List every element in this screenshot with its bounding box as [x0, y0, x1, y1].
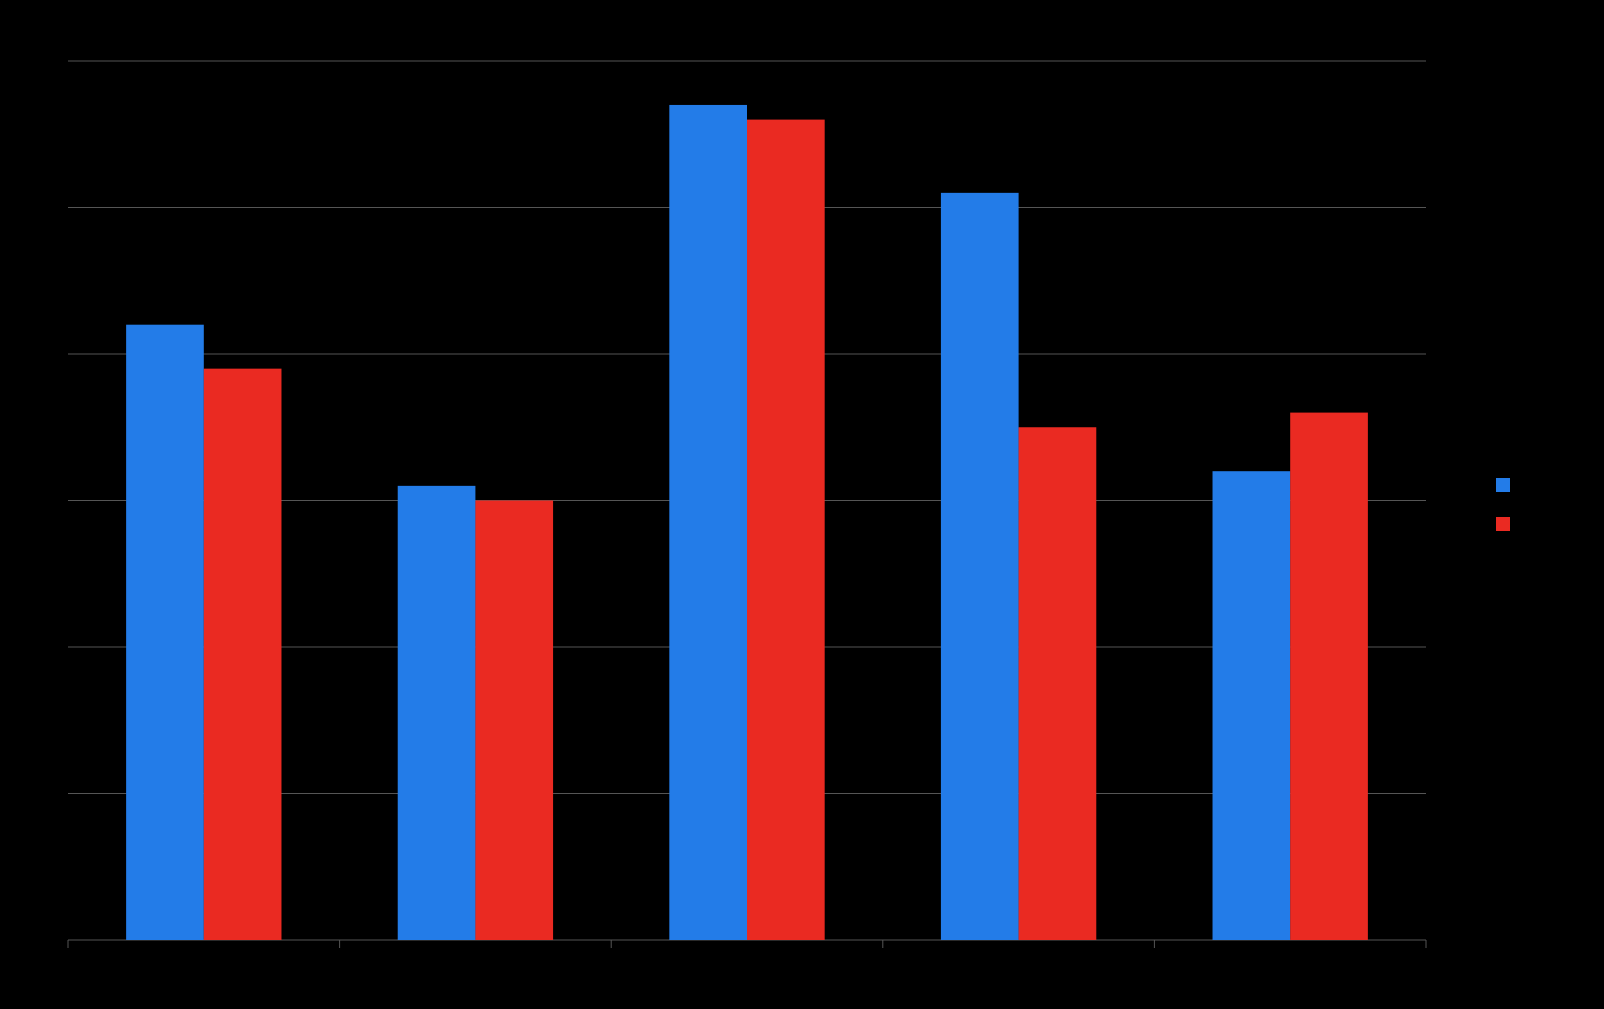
bar: [1290, 412, 1368, 941]
legend-swatch: [1496, 517, 1510, 531]
bar: [397, 485, 476, 940]
bar: [203, 368, 282, 940]
bar: [1018, 427, 1097, 940]
bar: [940, 192, 1019, 941]
legend-swatch: [1496, 478, 1510, 492]
bar: [669, 104, 747, 940]
bar: [126, 324, 204, 940]
bar: [1212, 471, 1291, 940]
bar: [475, 500, 554, 940]
bar: [747, 119, 825, 941]
